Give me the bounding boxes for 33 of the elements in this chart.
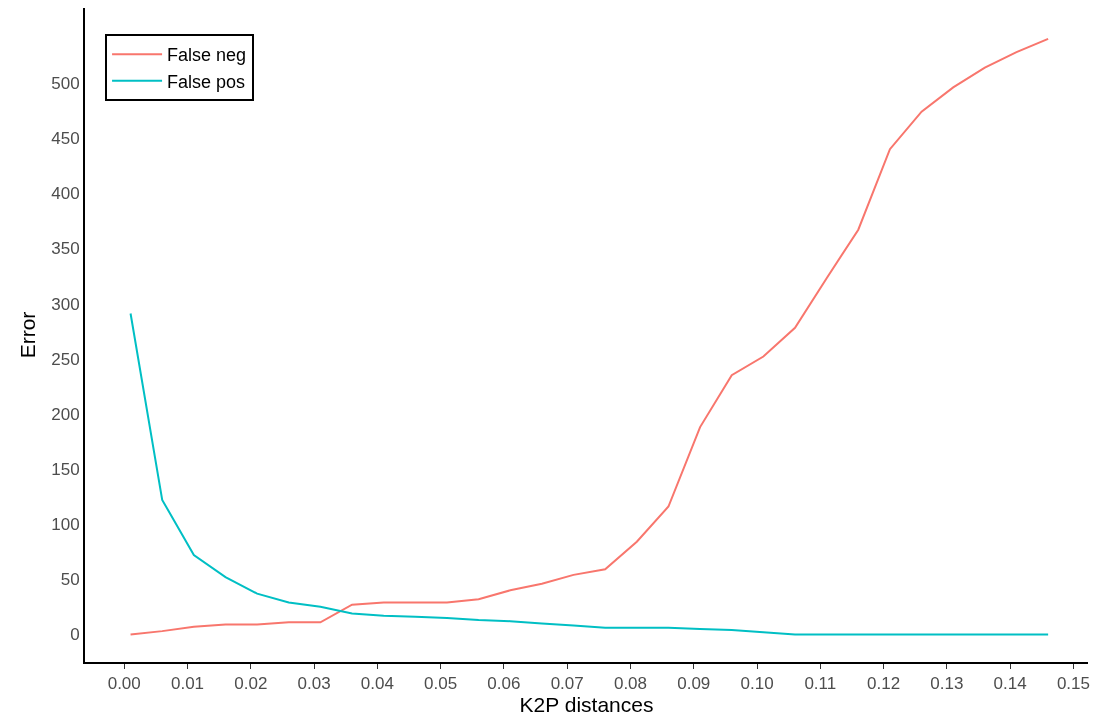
x-tick-label: 0.10 xyxy=(740,674,774,694)
y-tick-label: 350 xyxy=(51,239,80,259)
x-tick-label: 0.01 xyxy=(170,674,205,694)
y-tick-label: 100 xyxy=(51,515,80,535)
y-tick-label: 300 xyxy=(51,294,80,314)
x-tick-label: 0.06 xyxy=(487,674,521,694)
y-tick-label: 0 xyxy=(70,625,80,645)
y-tick-label: 150 xyxy=(51,459,80,479)
x-tick-label: 0.12 xyxy=(867,674,901,694)
x-tick-label: 0.13 xyxy=(930,674,964,694)
x-tick-label: 0.05 xyxy=(424,674,458,694)
x-tick-label: 0.00 xyxy=(107,674,141,694)
y-tick-label: 500 xyxy=(51,73,80,93)
y-tick-label: 250 xyxy=(51,349,80,369)
legend-label: False pos xyxy=(167,71,246,92)
line-series xyxy=(129,37,1050,636)
y-tick-label: 200 xyxy=(51,404,80,424)
x-tick-label: 0.07 xyxy=(550,674,584,694)
x-tick-label: 0.02 xyxy=(234,674,268,694)
y-tick-label: 400 xyxy=(51,184,80,204)
x-tick-label: 0.11 xyxy=(804,674,837,694)
x-tick-label: 0.14 xyxy=(993,674,1027,694)
x-tick-label: 0.04 xyxy=(360,674,394,694)
x-tick-label: 0.03 xyxy=(297,674,331,694)
legend-label: False neg xyxy=(167,45,247,66)
y-axis-title: Error xyxy=(15,311,39,359)
x-tick-label: 0.15 xyxy=(1056,674,1090,694)
x-tick-label: 0.08 xyxy=(613,674,648,694)
line-series xyxy=(129,312,1050,636)
y-tick-label: 450 xyxy=(51,129,80,149)
x-axis-title: K2P distances xyxy=(519,693,654,717)
y-tick-label: 50 xyxy=(60,570,80,590)
x-tick-label: 0.09 xyxy=(677,674,711,694)
